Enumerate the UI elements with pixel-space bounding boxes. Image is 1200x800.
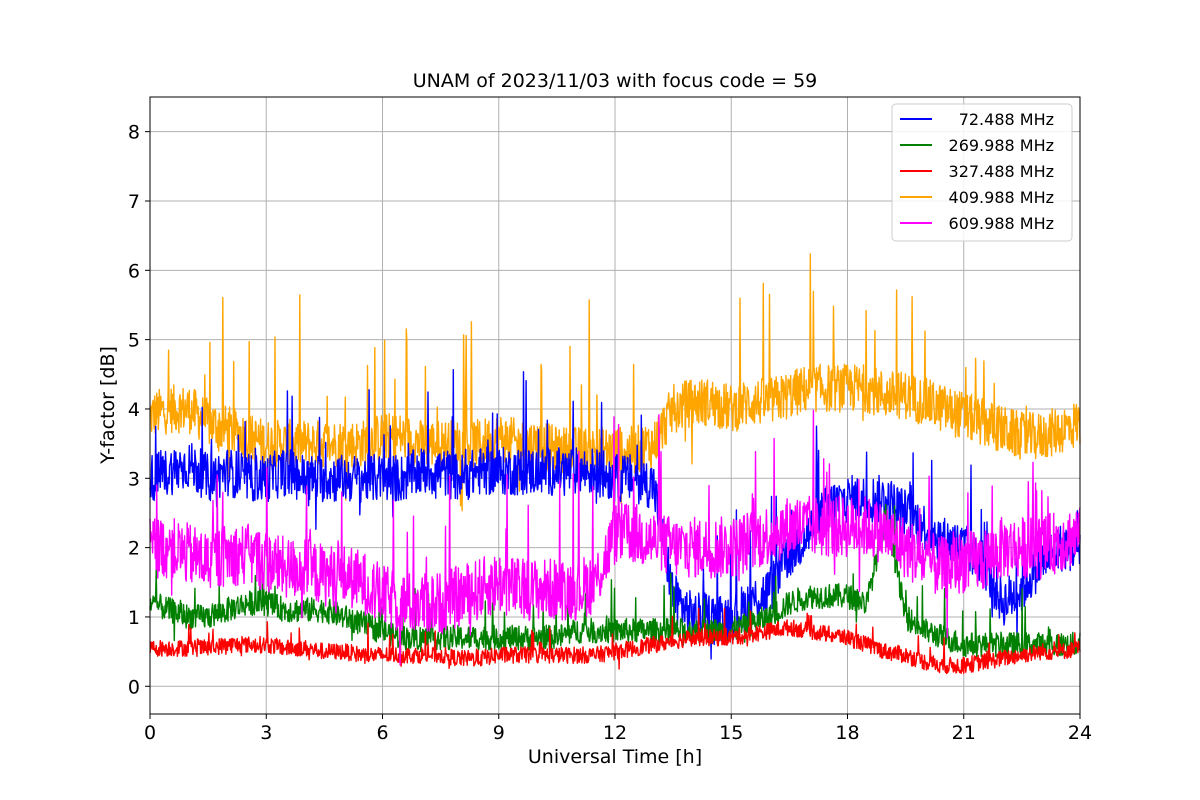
x-tick-label: 0 [144, 722, 156, 744]
x-tick-label: 6 [376, 722, 388, 744]
y-tick-label: 5 [128, 330, 140, 352]
y-axis: 0 1 2 3 4 5 6 7 8 [128, 122, 150, 698]
series-line-3 [149, 607, 1081, 675]
series-line-4 [149, 253, 1081, 512]
x-tick-label: 24 [1068, 722, 1092, 744]
y-tick-label: 8 [128, 122, 140, 144]
y-axis-title: Y-factor [dB] [97, 346, 119, 465]
legend-box [891, 103, 1073, 242]
legend-label: 609.988 MHz [949, 214, 1054, 233]
y-tick-label: 4 [128, 399, 140, 421]
x-tick-label: 9 [493, 722, 505, 744]
x-tick-label: 15 [719, 722, 743, 744]
y-tick-label: 3 [128, 468, 140, 490]
series-line-1 [149, 369, 1081, 660]
legend-label: 72.488 MHz [959, 110, 1054, 129]
series-line-2 [149, 503, 1081, 658]
plot-area [149, 253, 1081, 675]
chart-title: UNAM of 2023/11/03 with focus code = 59 [413, 70, 818, 92]
x-tick-label: 18 [835, 722, 859, 744]
y-tick-label: 6 [128, 260, 140, 282]
y-tick-label: 1 [128, 607, 140, 629]
y-tick-label: 7 [128, 191, 140, 213]
x-axis: 0 3 6 9 12 15 18 21 24 [144, 714, 1092, 744]
series-line-5 [149, 409, 1081, 666]
x-tick-label: 3 [260, 722, 272, 744]
legend-label: 327.488 MHz [949, 162, 1054, 181]
legend-label: 409.988 MHz [949, 188, 1054, 207]
legend-label: 269.988 MHz [949, 136, 1054, 155]
x-tick-label: 21 [952, 722, 976, 744]
y-tick-label: 0 [128, 676, 140, 698]
x-tick-label: 12 [603, 722, 627, 744]
x-axis-title: Universal Time [h] [528, 746, 702, 768]
legend: 72.488 MHz 269.988 MHz 327.488 MHz 409.988 … [891, 103, 1073, 242]
y-tick-label: 2 [128, 538, 140, 560]
